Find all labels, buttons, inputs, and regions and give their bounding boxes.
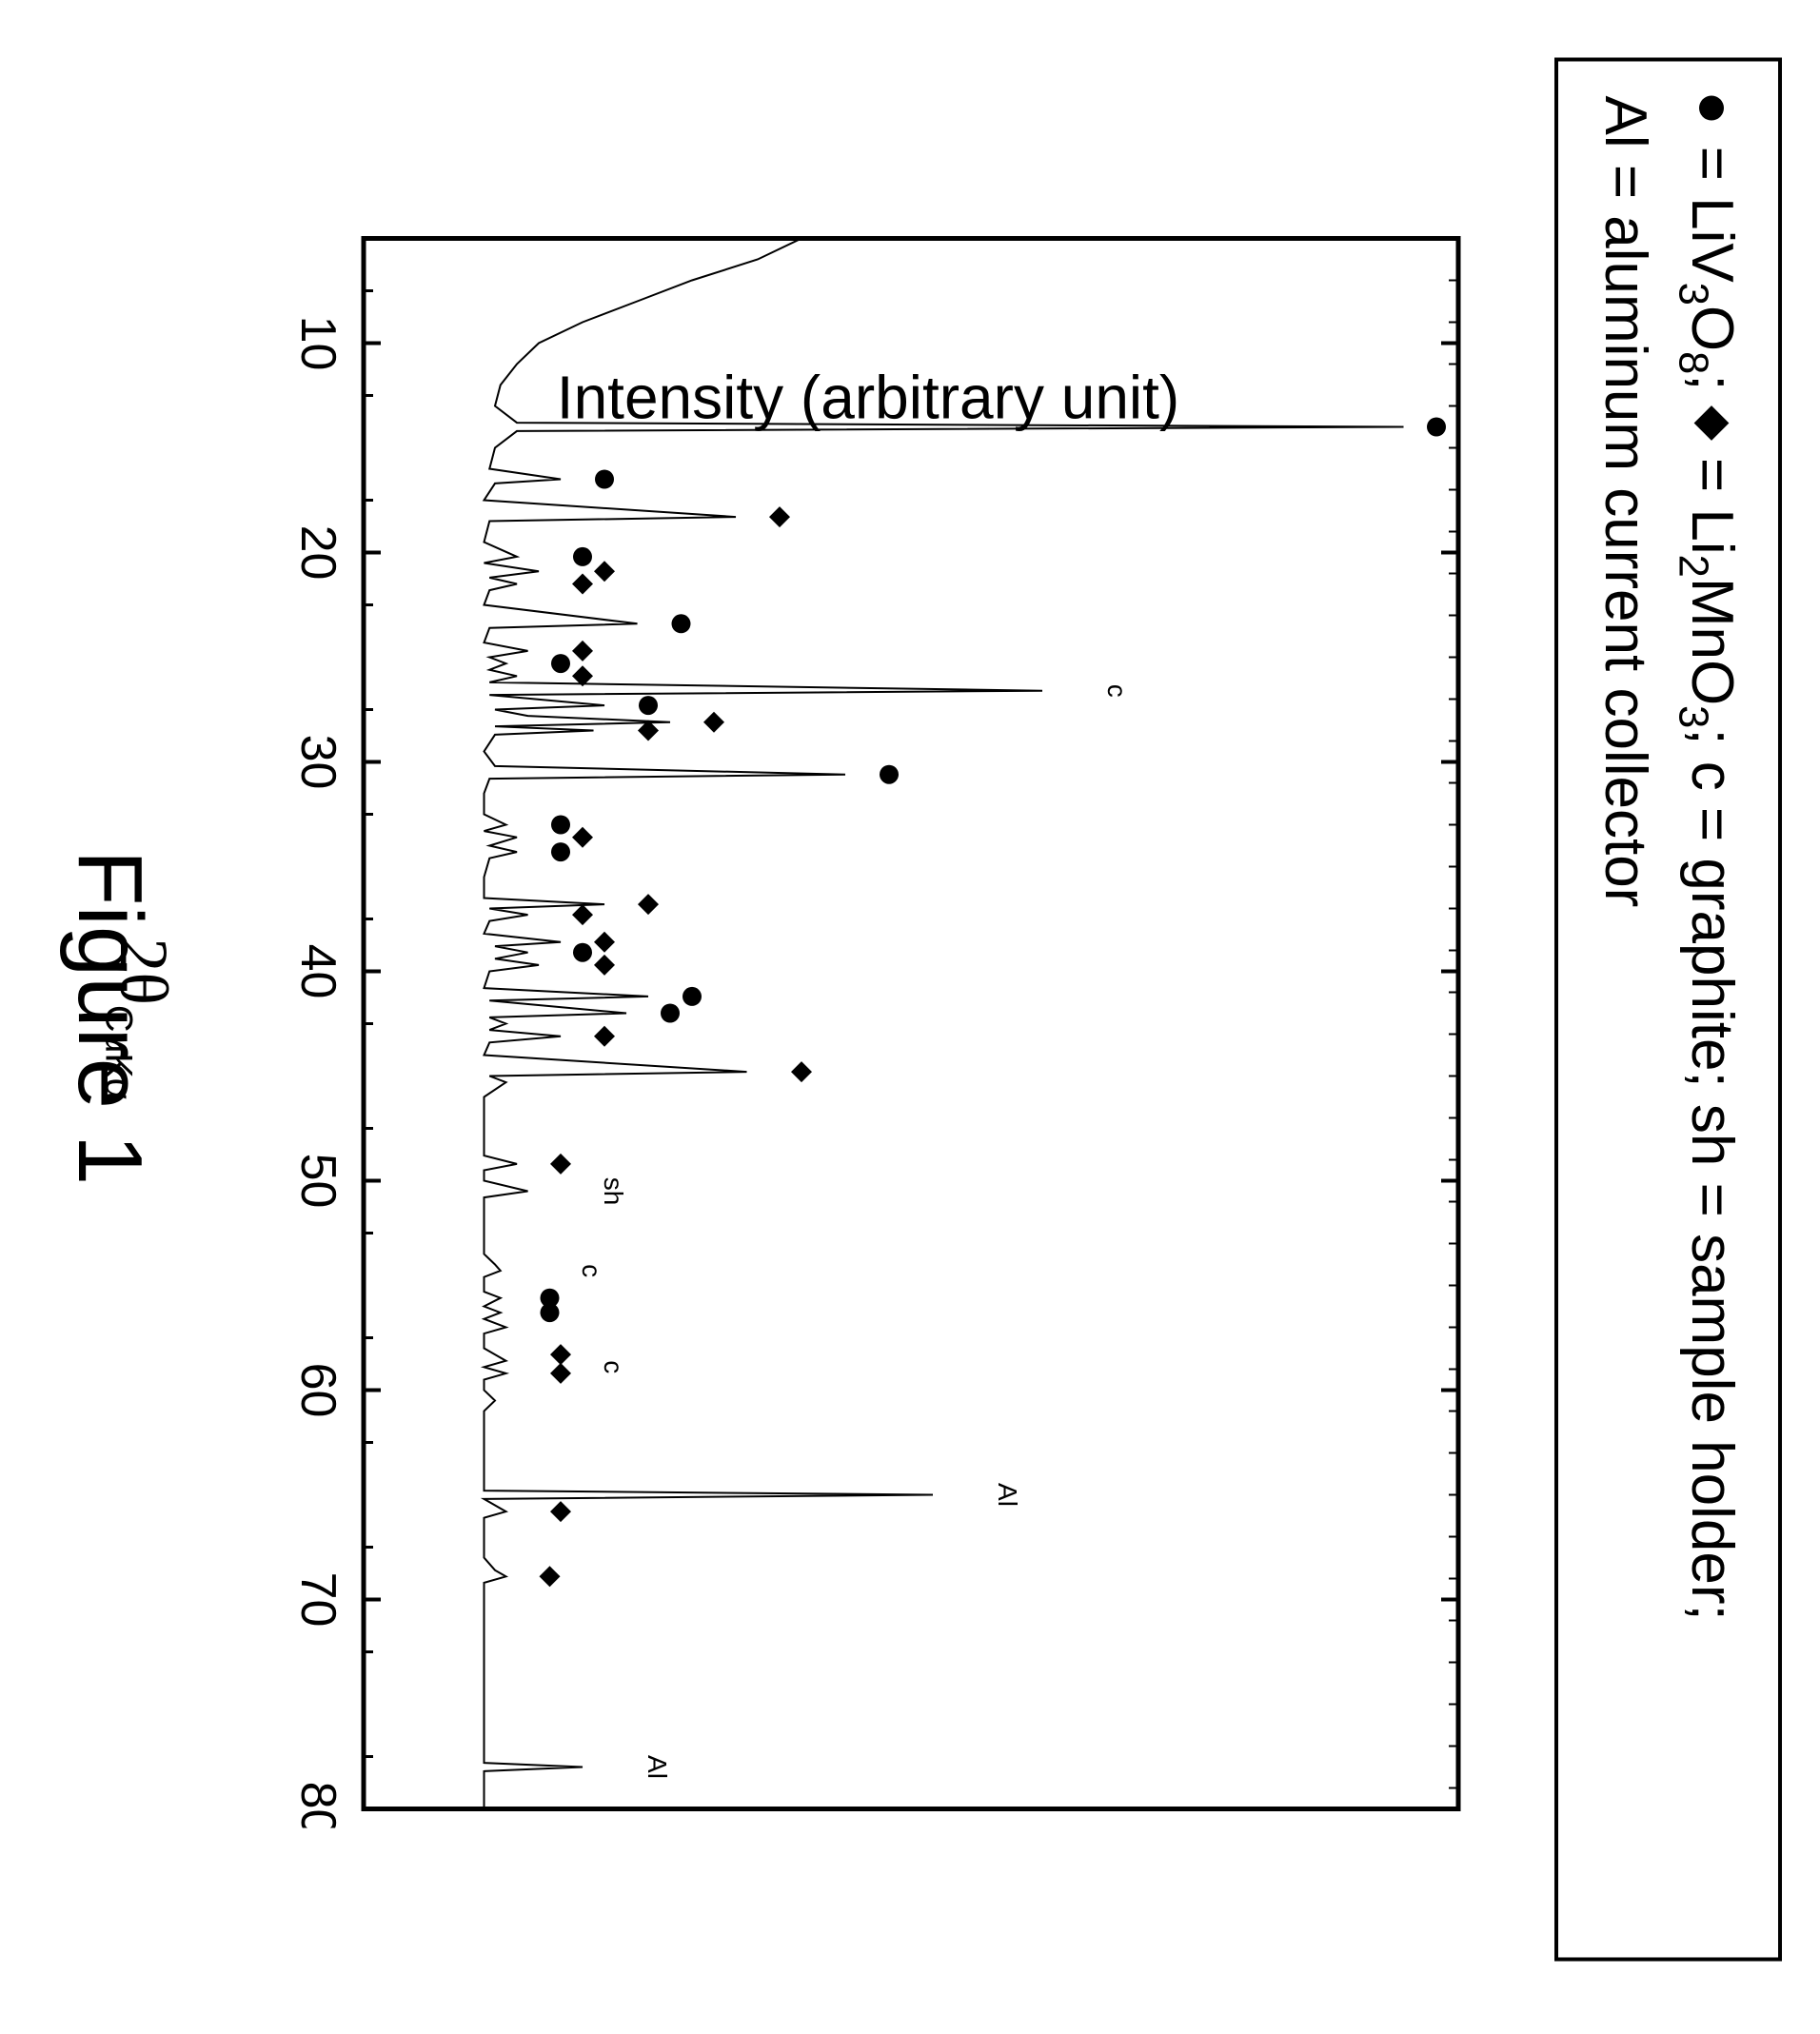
- plot-svg: 10 20 30 40 50 60 70 80 c sh c c Al Al: [259, 209, 1477, 1827]
- figure-caption: Figure 1: [57, 849, 162, 1184]
- y-axis-label: Intensity (arbitrary unit): [557, 362, 1179, 432]
- legend-line-1: = LiV3O8; = Li2MnO3; c = graphite; sh = …: [1665, 95, 1751, 1923]
- legend-marker-circle: [1699, 95, 1724, 120]
- legend-marker-diamond: [1694, 405, 1730, 441]
- legend-text-1c: c = graphite; sh = sample holder;: [1679, 760, 1745, 1620]
- svg-text:20: 20: [290, 524, 346, 580]
- legend-box: = LiV3O8; = Li2MnO3; c = graphite; sh = …: [1554, 57, 1782, 1961]
- figure-container: = LiV3O8; = Li2MnO3; c = graphite; sh = …: [0, 0, 1820, 2034]
- legend-text-1b: = Li2MnO3;: [1679, 441, 1745, 760]
- legend-line-2: Al = aluminum current collector: [1585, 95, 1665, 1923]
- svg-text:c: c: [1102, 683, 1132, 697]
- svg-text:50: 50: [290, 1153, 346, 1208]
- svg-text:70: 70: [290, 1571, 346, 1627]
- svg-text:c: c: [599, 1360, 628, 1373]
- svg-text:10: 10: [290, 315, 346, 370]
- svg-text:60: 60: [290, 1362, 346, 1417]
- xrd-plot: Intensity (arbitrary unit) 2θCuKα 102030…: [259, 209, 1477, 1827]
- svg-text:80: 80: [290, 1781, 346, 1827]
- svg-text:30: 30: [290, 734, 346, 789]
- svg-text:Al: Al: [643, 1755, 672, 1779]
- legend-text-1a: = LiV3O8;: [1679, 129, 1745, 406]
- svg-text:Al: Al: [993, 1483, 1022, 1507]
- svg-text:c: c: [577, 1264, 606, 1277]
- svg-text:sh: sh: [599, 1176, 628, 1205]
- svg-text:40: 40: [290, 943, 346, 998]
